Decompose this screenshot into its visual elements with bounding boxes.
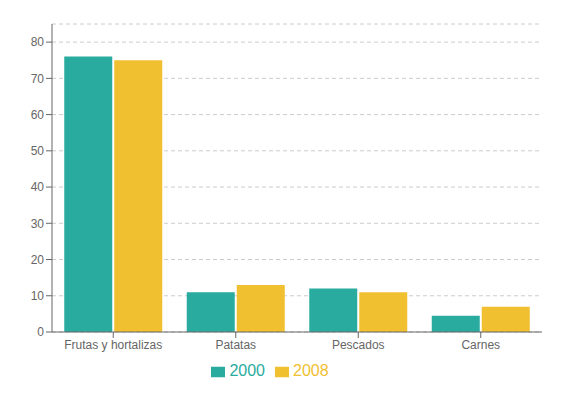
svg-text:Patatas: Patatas (215, 338, 256, 352)
svg-text:20: 20 (31, 253, 45, 267)
svg-text:Pescados: Pescados (332, 338, 385, 352)
svg-text:Carnes: Carnes (461, 338, 500, 352)
svg-text:Frutas y hortalizas: Frutas y hortalizas (64, 338, 162, 352)
html-text:2008: 2008 (293, 362, 329, 379)
svg-text:40: 40 (31, 180, 45, 194)
html-text:2000: 2000 (229, 362, 265, 379)
svg-text:60: 60 (31, 108, 45, 122)
svg-text:70: 70 (31, 72, 45, 86)
svg-text:50: 50 (31, 144, 45, 158)
svg-text:10: 10 (31, 289, 45, 303)
svg-text:0: 0 (37, 325, 44, 339)
svg-text:30: 30 (31, 217, 45, 231)
svg-text:80: 80 (31, 35, 45, 49)
